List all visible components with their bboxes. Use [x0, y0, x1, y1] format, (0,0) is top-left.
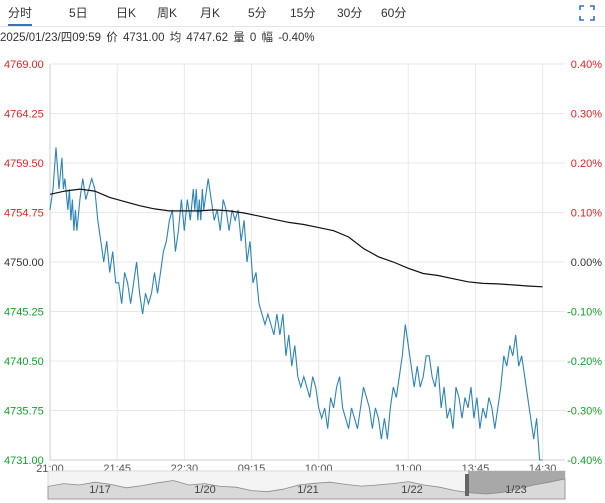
navigator-date-label: 1/17	[89, 484, 110, 496]
y-tick-label: 4745.25	[4, 307, 44, 319]
tab-5[interactable]: 5分	[248, 6, 267, 20]
period-tabs: 分时 5日 日K 周K 月K 5分 15分 30分 60分	[0, 0, 605, 27]
tab-7[interactable]: 30分	[337, 6, 363, 20]
y-tick-label: 4735.75	[4, 406, 44, 418]
navigator-date-label: 1/22	[401, 484, 422, 496]
navigator-date-label: 1/23	[505, 484, 526, 496]
info-price-label: 价	[106, 32, 118, 44]
quote-info-bar: 2025/01/23/四09:59 价 4731.00 均 4747.62 量 …	[0, 29, 317, 47]
pct-tick-label: 0.20%	[571, 158, 602, 170]
y-tick-label: 4731.00	[4, 455, 44, 467]
price-line	[49, 147, 543, 461]
pct-tick-label: -0.40%	[567, 455, 602, 467]
pct-tick-label: 0.00%	[571, 257, 602, 269]
navigator-date-label: 1/21	[297, 484, 318, 496]
pct-tick-label: 0.10%	[571, 208, 602, 220]
y-tick-label: 4759.50	[4, 158, 44, 170]
pct-tick-label: 0.40%	[571, 59, 602, 71]
info-change: -0.40%	[278, 32, 315, 44]
y-tick-label: 4750.00	[4, 257, 44, 269]
navigator-area	[47, 478, 566, 500]
navigator-date-label: 1/20	[194, 484, 215, 496]
tab-2[interactable]: 日K	[116, 6, 137, 20]
y-tick-label: 4740.50	[4, 356, 44, 368]
info-vol-label: 量	[233, 32, 245, 44]
pct-tick-label: -0.30%	[567, 406, 602, 418]
intraday-chart[interactable]: 4769.00 0.40% 4764.25 0.30% 4759.50 0.20% 4754…	[0, 52, 605, 503]
tab-1[interactable]: 5日	[69, 6, 88, 20]
y-tick-label: 4754.75	[4, 208, 44, 220]
average-line	[49, 188, 543, 288]
fullscreen-icon[interactable]	[579, 5, 595, 21]
pct-tick-label: -0.10%	[567, 307, 602, 319]
tab-8[interactable]: 60分	[381, 6, 407, 20]
tab-4[interactable]: 月K	[200, 6, 221, 20]
y-tick-label: 4769.00	[4, 59, 44, 71]
tab-6[interactable]: 15分	[290, 6, 316, 20]
info-vol: 0	[249, 32, 257, 44]
info-avg: 4747.62	[186, 32, 228, 44]
navigator-handle[interactable]	[465, 474, 469, 496]
tab-3[interactable]: 周K	[157, 6, 178, 20]
tab-0[interactable]: 分时	[8, 0, 33, 26]
info-price: 4731.00	[122, 32, 165, 44]
pct-tick-label: -0.20%	[567, 356, 602, 368]
y-tick-label: 4764.25	[4, 109, 44, 121]
info-avg-label: 均	[169, 32, 182, 44]
info-change-label: 幅	[261, 32, 274, 44]
info-datetime: 2025/01/23/四09:59	[0, 32, 102, 44]
pct-tick-label: 0.30%	[571, 109, 602, 121]
